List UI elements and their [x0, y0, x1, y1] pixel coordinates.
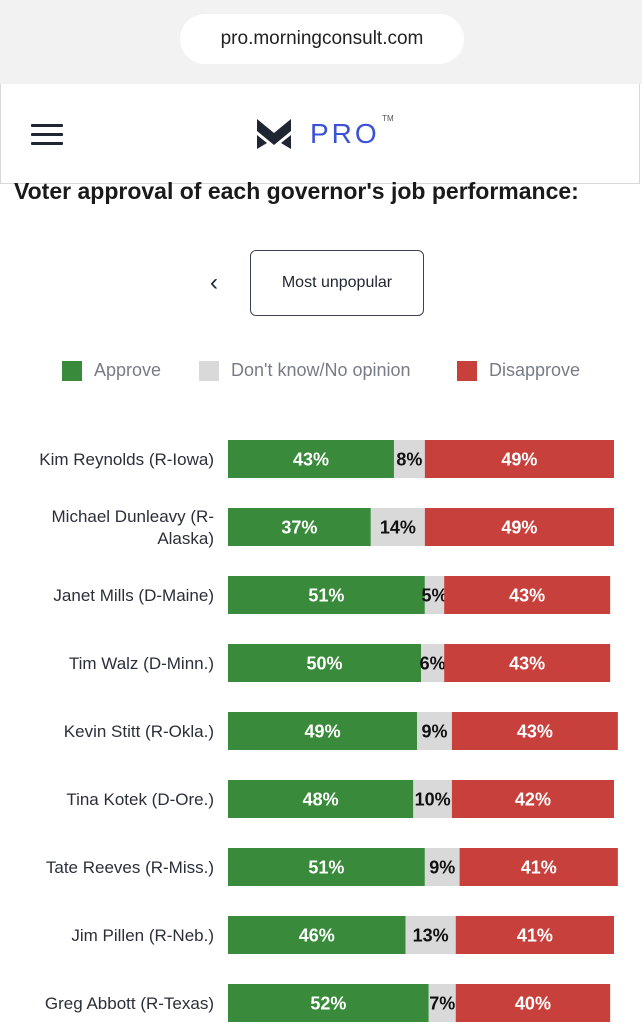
browser-address-bar: pro.morningconsult.com — [0, 0, 642, 84]
row-label: Greg Abbott (R-Texas) — [45, 994, 214, 1013]
data-label-disapprove: 49% — [501, 518, 537, 538]
bar-segment-no-opinion — [370, 508, 425, 546]
url-field[interactable]: pro.morningconsult.com — [180, 14, 464, 64]
data-label-no-opinion: 7% — [429, 994, 455, 1014]
bar-segment-approve — [228, 712, 418, 750]
bar-segment-approve — [228, 576, 425, 614]
bar-segment-no-opinion — [405, 916, 456, 954]
legend-label-disapprove: Disapprove — [489, 360, 581, 380]
bar-segment-disapprove — [455, 916, 614, 954]
bar-segment-disapprove — [451, 712, 618, 750]
data-label-no-opinion: 13% — [413, 926, 449, 946]
data-label-approve: 43% — [293, 450, 329, 470]
legend-swatch-disapprove — [457, 360, 477, 381]
legend-item-disapprove: Disapprove — [457, 360, 580, 381]
legend-label-no-opinion: Don't know/No opinion — [231, 360, 411, 380]
data-label-disapprove: 40% — [515, 994, 551, 1014]
row-label: Kim Reynolds (R-Iowa) — [39, 450, 214, 469]
bar-segment-no-opinion — [424, 576, 445, 614]
chevron-left-icon[interactable]: ‹ — [210, 269, 218, 296]
logo-trademark: TM — [382, 114, 394, 123]
data-label-approve: 46% — [299, 926, 335, 946]
data-label-no-opinion: 9% — [429, 858, 455, 878]
bar-segment-disapprove — [459, 848, 618, 886]
chart-legend: Approve Don't know/No opinion Disapprove — [0, 360, 642, 384]
data-label-no-opinion: 9% — [422, 722, 448, 742]
bar-segment-approve — [228, 508, 371, 546]
most-unpopular-toggle-button[interactable]: Most unpopular — [250, 250, 424, 316]
brand-logo[interactable]: PRO TM — [256, 114, 394, 150]
logo-text: PRO TM — [310, 114, 394, 150]
data-label-no-opinion: 6% — [420, 654, 446, 674]
row-label: Alaska) — [157, 529, 214, 548]
data-label-approve: 51% — [308, 858, 344, 878]
data-label-disapprove: 43% — [517, 722, 553, 742]
data-label-disapprove: 42% — [515, 790, 551, 810]
hamburger-menu-icon[interactable] — [31, 124, 63, 146]
legend-item-no-opinion: Don't know/No opinion — [199, 360, 411, 381]
row-label: Jim Pillen (R-Neb.) — [71, 926, 214, 945]
data-label-approve: 50% — [306, 654, 342, 674]
chart-title: Voter approval of each governor's job pe… — [14, 178, 579, 204]
bar-segment-disapprove — [451, 780, 614, 818]
data-label-disapprove: 49% — [501, 450, 537, 470]
site-header: PRO TM — [0, 84, 640, 184]
data-label-approve: 52% — [310, 994, 346, 1014]
morning-consult-m-logo — [257, 119, 291, 149]
data-label-disapprove: 43% — [509, 586, 545, 606]
bar-segment-no-opinion — [428, 984, 456, 1022]
row-label: Tate Reeves (R-Miss.) — [46, 858, 214, 877]
bar-segment-disapprove — [455, 984, 611, 1022]
row-label: Kevin Stitt (R-Okla.) — [64, 722, 214, 741]
bar-segment-no-opinion — [393, 440, 425, 478]
bar-segment-approve — [228, 644, 421, 682]
data-label-disapprove: 43% — [509, 654, 545, 674]
data-label-approve: 37% — [281, 518, 317, 538]
bar-segment-approve — [228, 780, 414, 818]
data-label-no-opinion: 8% — [396, 450, 422, 470]
data-label-approve: 49% — [305, 722, 341, 742]
bar-segment-approve — [228, 440, 394, 478]
bar-segment-disapprove — [444, 576, 611, 614]
bar-segment-disapprove — [444, 644, 611, 682]
row-label: Janet Mills (D-Maine) — [53, 586, 214, 605]
data-label-no-opinion: 5% — [422, 586, 448, 606]
legend-swatch-no-opinion — [199, 360, 219, 381]
data-label-disapprove: 41% — [517, 926, 553, 946]
bar-segment-no-opinion — [417, 712, 452, 750]
bar-segment-no-opinion — [424, 848, 460, 886]
logo-pro-label: PRO — [310, 118, 380, 149]
row-label: Michael Dunleavy (R- — [52, 507, 215, 526]
data-label-no-opinion: 14% — [380, 518, 416, 538]
row-label: Tina Kotek (D-Ore.) — [66, 790, 214, 809]
bar-segment-no-opinion — [421, 644, 445, 682]
legend-swatch-approve — [62, 360, 82, 381]
bar-segment-approve — [228, 984, 429, 1022]
bar-segment-approve — [228, 848, 425, 886]
legend-item-approve: Approve — [62, 360, 161, 381]
row-label: Tim Walz (D-Minn.) — [69, 654, 214, 673]
legend-label-approve: Approve — [94, 360, 162, 380]
data-label-no-opinion: 10% — [415, 790, 451, 810]
data-label-approve: 48% — [303, 790, 339, 810]
bar-segment-disapprove — [424, 508, 614, 546]
data-label-approve: 51% — [308, 586, 344, 606]
bar-segment-disapprove — [424, 440, 614, 478]
data-label-disapprove: 41% — [521, 858, 557, 878]
bar-segment-approve — [228, 916, 406, 954]
bar-segment-no-opinion — [413, 780, 452, 818]
